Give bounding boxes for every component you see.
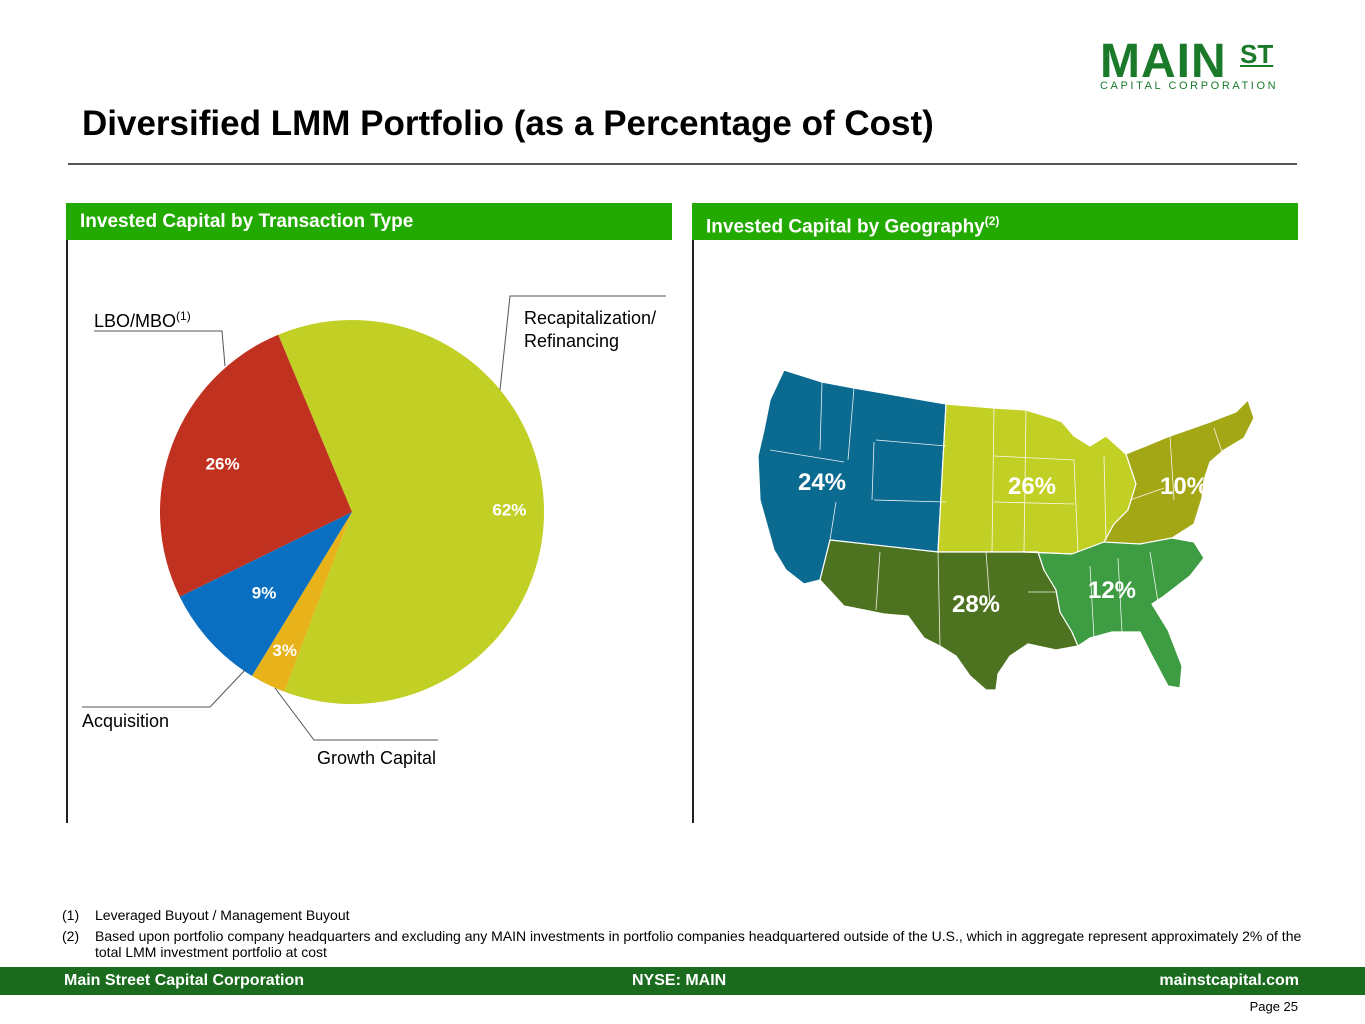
footnotes: (1) Leveraged Buyout / Management Buyout…	[62, 907, 1312, 965]
recap-callout: Recapitalization/ Refinancing	[524, 307, 656, 353]
pie-slice-recapitalization-refinancing	[278, 320, 544, 704]
map-label-west: 24%	[798, 469, 846, 496]
geography-footnote-ref: (2)	[984, 214, 1000, 228]
lbo-callout-line	[94, 330, 226, 367]
footnote-1: (1) Leveraged Buyout / Management Buyout	[62, 907, 1312, 923]
pie-slice-acquisition	[179, 512, 352, 676]
lbo-callout: LBO/MBO(1)	[94, 305, 191, 333]
footnote-1-text: Leveraged Buyout / Management Buyout	[95, 907, 350, 923]
pie-label-acquisition: 9%	[252, 583, 277, 602]
page-number: Page 25	[1249, 999, 1298, 1014]
footer-bar: Main Street Capital Corporation NYSE: MA…	[0, 967, 1365, 995]
company-logo: MAIN ST CAPITAL CORPORATION	[1100, 36, 1280, 96]
west-region	[757, 369, 947, 585]
southwest-region	[819, 539, 1079, 691]
transaction-type-heading: Invested Capital by Transaction Type	[80, 211, 414, 232]
southeast-region	[1023, 537, 1205, 689]
recap-label-line2: Refinancing	[524, 331, 620, 351]
geography-panel-header: Invested Capital by Geography(2)	[692, 203, 1298, 240]
logo-main-text: MAIN	[1100, 35, 1227, 88]
map-label-southwest: 28%	[952, 591, 1000, 618]
pie-slice-growth-capital	[251, 512, 352, 692]
pie-label-lbo-mbo: 26%	[206, 454, 240, 473]
left-panel-border	[66, 240, 68, 823]
pie-label-growth-capital: 3%	[272, 641, 297, 660]
map-label-southeast: 12%	[1088, 577, 1136, 604]
recap-callout-line	[499, 295, 666, 391]
transaction-type-panel-header: Invested Capital by Transaction Type	[66, 203, 672, 240]
recap-label-line1: Recapitalization/	[524, 308, 657, 328]
map-label-northeast: 10%	[1160, 473, 1208, 500]
pie-label-recapitalization-refinancing: 62%	[492, 500, 526, 519]
title-divider	[68, 163, 1297, 165]
footer-website[interactable]: mainstcapital.com	[1159, 972, 1299, 989]
lbo-footnote-ref: (1)	[176, 309, 191, 323]
footnote-2: (2) Based upon portfolio company headqua…	[62, 928, 1312, 960]
growth-callout-line	[274, 687, 438, 741]
page-title: Diversified LMM Portfolio (as a Percenta…	[82, 104, 934, 143]
lbo-label: LBO/MBO	[94, 311, 177, 331]
geography-heading: Invested Capital by Geography	[706, 216, 985, 238]
state-borders	[769, 381, 1223, 647]
acquisition-callout: Acquisition	[82, 711, 170, 731]
state-border	[769, 381, 1223, 647]
logo-subtitle: CAPITAL CORPORATION	[1100, 80, 1279, 92]
acquisition-callout-line	[82, 669, 246, 708]
footnote-2-number: (2)	[62, 928, 80, 944]
growth-capital-callout: Growth Capital	[317, 748, 437, 768]
callout-lines	[82, 295, 666, 741]
us-region-map: 24% 26% 10% 28% 12%	[757, 369, 1255, 691]
footnote-1-number: (1)	[62, 907, 80, 923]
footer-ticker: NYSE: MAIN	[632, 972, 727, 989]
map-label-midwest: 26%	[1008, 473, 1056, 500]
footnote-2-text: Based upon portfolio company headquarter…	[95, 928, 1302, 960]
footer-company: Main Street Capital Corporation	[64, 972, 305, 989]
right-panel-border	[692, 240, 694, 823]
logo-st-text: ST	[1240, 39, 1274, 69]
transaction-type-pie-chart: 62% 3% 9% 26%	[82, 295, 666, 741]
pie-slice-lbo-mbo	[160, 334, 352, 597]
